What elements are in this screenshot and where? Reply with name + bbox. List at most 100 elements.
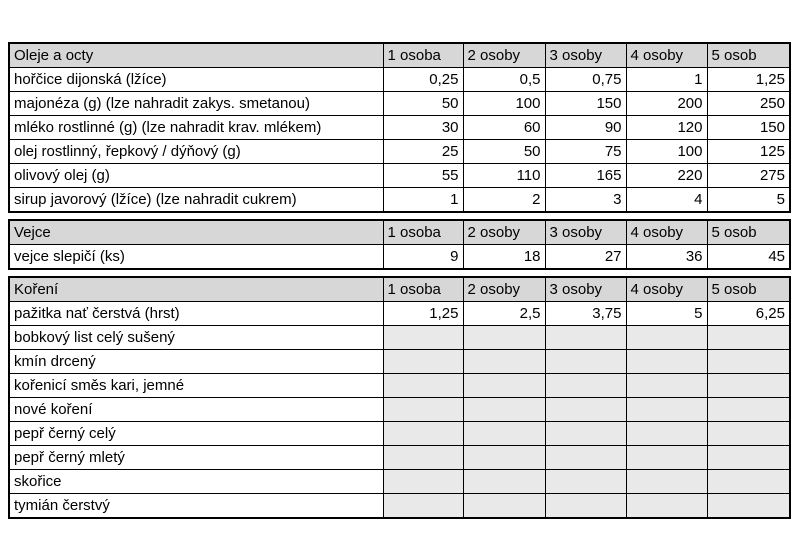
- ingredient-label-cell[interactable]: pažitka nať čerstvá (hrst): [8, 301, 384, 326]
- quantity-cell-empty[interactable]: [706, 397, 791, 422]
- quantity-cell[interactable]: 275: [706, 163, 791, 188]
- quantity-cell-empty[interactable]: [706, 421, 791, 446]
- quantity-cell[interactable]: 1: [382, 187, 464, 213]
- column-header-cell[interactable]: 2 osoby: [462, 219, 546, 245]
- column-header-cell[interactable]: 2 osoby: [462, 276, 546, 302]
- quantity-cell[interactable]: 3,75: [544, 301, 627, 326]
- ingredient-label-cell[interactable]: mléko rostlinné (g) (lze nahradit krav. …: [8, 115, 384, 140]
- quantity-cell-empty[interactable]: [462, 349, 546, 374]
- quantity-cell-empty[interactable]: [382, 469, 464, 494]
- quantity-cell[interactable]: 90: [544, 115, 627, 140]
- quantity-cell-empty[interactable]: [462, 493, 546, 519]
- quantity-cell[interactable]: 2,5: [462, 301, 546, 326]
- quantity-cell-empty[interactable]: [625, 445, 708, 470]
- column-header-cell[interactable]: 5 osob: [706, 42, 791, 68]
- quantity-cell-empty[interactable]: [625, 325, 708, 350]
- quantity-cell[interactable]: 3: [544, 187, 627, 213]
- column-header-cell[interactable]: 5 osob: [706, 276, 791, 302]
- quantity-cell-empty[interactable]: [382, 421, 464, 446]
- column-header-cell[interactable]: 3 osoby: [544, 42, 627, 68]
- quantity-cell[interactable]: 60: [462, 115, 546, 140]
- quantity-cell-empty[interactable]: [706, 445, 791, 470]
- quantity-cell[interactable]: 25: [382, 139, 464, 164]
- quantity-cell[interactable]: 0,25: [382, 67, 464, 92]
- quantity-cell-empty[interactable]: [625, 397, 708, 422]
- section-title-cell-vejce[interactable]: Vejce: [8, 219, 384, 245]
- quantity-cell[interactable]: 18: [462, 244, 546, 270]
- quantity-cell-empty[interactable]: [544, 421, 627, 446]
- quantity-cell-empty[interactable]: [706, 469, 791, 494]
- quantity-cell-empty[interactable]: [382, 397, 464, 422]
- ingredient-label-cell[interactable]: tymián čerstvý: [8, 493, 384, 519]
- quantity-cell[interactable]: 220: [625, 163, 708, 188]
- quantity-cell[interactable]: 120: [625, 115, 708, 140]
- quantity-cell-empty[interactable]: [625, 349, 708, 374]
- ingredient-label-cell[interactable]: vejce slepičí (ks): [8, 244, 384, 270]
- ingredient-label-cell[interactable]: sirup javorový (lžíce) (lze nahradit cuk…: [8, 187, 384, 213]
- ingredient-label-cell[interactable]: skořice: [8, 469, 384, 494]
- quantity-cell-empty[interactable]: [382, 325, 464, 350]
- quantity-cell[interactable]: 55: [382, 163, 464, 188]
- quantity-cell[interactable]: 36: [625, 244, 708, 270]
- column-header-cell[interactable]: 3 osoby: [544, 219, 627, 245]
- ingredient-label-cell[interactable]: bobkový list celý sušený: [8, 325, 384, 350]
- quantity-cell[interactable]: 4: [625, 187, 708, 213]
- quantity-cell[interactable]: 0,5: [462, 67, 546, 92]
- column-header-cell[interactable]: 2 osoby: [462, 42, 546, 68]
- quantity-cell-empty[interactable]: [544, 373, 627, 398]
- quantity-cell-empty[interactable]: [462, 397, 546, 422]
- quantity-cell-empty[interactable]: [382, 349, 464, 374]
- quantity-cell[interactable]: 5: [706, 187, 791, 213]
- quantity-cell-empty[interactable]: [706, 349, 791, 374]
- quantity-cell[interactable]: 1,25: [382, 301, 464, 326]
- ingredient-label-cell[interactable]: nové koření: [8, 397, 384, 422]
- quantity-cell[interactable]: 110: [462, 163, 546, 188]
- quantity-cell[interactable]: 165: [544, 163, 627, 188]
- ingredient-label-cell[interactable]: hořčice dijonská (lžíce): [8, 67, 384, 92]
- quantity-cell[interactable]: 100: [462, 91, 546, 116]
- quantity-cell[interactable]: 100: [625, 139, 708, 164]
- quantity-cell-empty[interactable]: [544, 445, 627, 470]
- quantity-cell[interactable]: 50: [462, 139, 546, 164]
- quantity-cell[interactable]: 5: [625, 301, 708, 326]
- ingredient-label-cell[interactable]: olivový olej (g): [8, 163, 384, 188]
- quantity-cell-empty[interactable]: [462, 469, 546, 494]
- quantity-cell-empty[interactable]: [625, 421, 708, 446]
- quantity-cell[interactable]: 9: [382, 244, 464, 270]
- quantity-cell-empty[interactable]: [706, 325, 791, 350]
- ingredient-label-cell[interactable]: olej rostlinný, řepkový / dýňový (g): [8, 139, 384, 164]
- quantity-cell-empty[interactable]: [462, 445, 546, 470]
- column-header-cell[interactable]: 4 osoby: [625, 276, 708, 302]
- quantity-cell-empty[interactable]: [706, 493, 791, 519]
- ingredient-label-cell[interactable]: kmín drcený: [8, 349, 384, 374]
- quantity-cell-empty[interactable]: [706, 373, 791, 398]
- column-header-cell[interactable]: 1 osoba: [382, 219, 464, 245]
- quantity-cell[interactable]: 0,75: [544, 67, 627, 92]
- quantity-cell[interactable]: 1: [625, 67, 708, 92]
- ingredient-label-cell[interactable]: kořenicí směs kari, jemné: [8, 373, 384, 398]
- quantity-cell[interactable]: 200: [625, 91, 708, 116]
- quantity-cell-empty[interactable]: [544, 325, 627, 350]
- quantity-cell[interactable]: 75: [544, 139, 627, 164]
- quantity-cell[interactable]: 1,25: [706, 67, 791, 92]
- quantity-cell[interactable]: 6,25: [706, 301, 791, 326]
- quantity-cell-empty[interactable]: [625, 373, 708, 398]
- column-header-cell[interactable]: 3 osoby: [544, 276, 627, 302]
- quantity-cell[interactable]: 250: [706, 91, 791, 116]
- quantity-cell[interactable]: 125: [706, 139, 791, 164]
- section-title-cell-koreni[interactable]: Koření: [8, 276, 384, 302]
- quantity-cell[interactable]: 27: [544, 244, 627, 270]
- quantity-cell[interactable]: 2: [462, 187, 546, 213]
- section-title-cell-oleje-a-octy[interactable]: Oleje a octy: [8, 42, 384, 68]
- quantity-cell-empty[interactable]: [544, 493, 627, 519]
- quantity-cell-empty[interactable]: [382, 445, 464, 470]
- quantity-cell-empty[interactable]: [382, 373, 464, 398]
- column-header-cell[interactable]: 4 osoby: [625, 42, 708, 68]
- quantity-cell-empty[interactable]: [462, 421, 546, 446]
- ingredient-label-cell[interactable]: pepř černý celý: [8, 421, 384, 446]
- ingredient-label-cell[interactable]: majonéza (g) (lze nahradit zakys. smetan…: [8, 91, 384, 116]
- quantity-cell-empty[interactable]: [462, 373, 546, 398]
- column-header-cell[interactable]: 5 osob: [706, 219, 791, 245]
- quantity-cell[interactable]: 150: [544, 91, 627, 116]
- quantity-cell-empty[interactable]: [625, 493, 708, 519]
